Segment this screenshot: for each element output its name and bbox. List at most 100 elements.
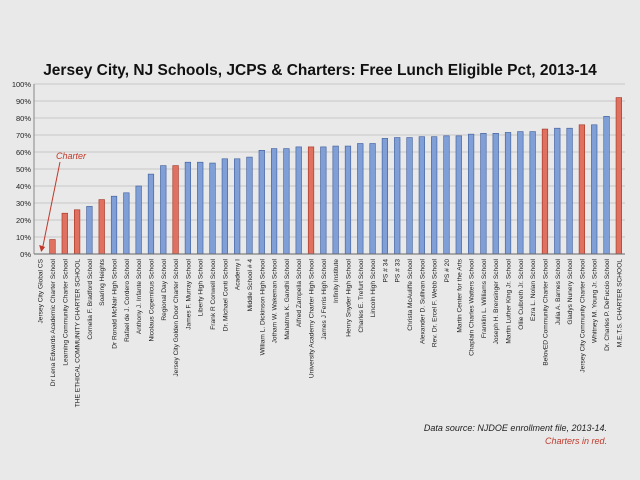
bar-public (332, 145, 339, 255)
x-tick-label: Henry Snyder High School (345, 258, 352, 336)
x-tick-label: William L. Dickinson High School (259, 258, 266, 355)
bar-public (517, 131, 524, 255)
x-tick-label: M.E.T.S. CHARTER SCHOOL (616, 259, 623, 348)
x-tick-label: Chaplain Charles Watters School (469, 258, 476, 355)
x-tick-label: Ezra L. Nolan School (530, 258, 537, 320)
bar-public (394, 137, 401, 255)
x-axis-category-labels: Jersey City Global CS Dr Lena Edwards Aca… (38, 258, 624, 407)
bar-public (184, 161, 192, 255)
bar-public (123, 192, 130, 255)
bar-charter (73, 209, 81, 255)
bar-public (246, 156, 253, 255)
x-tick-label: James F. Murray School (185, 258, 192, 329)
bar-public (344, 145, 352, 255)
bar-public (160, 165, 167, 255)
bar-public (295, 146, 302, 255)
bar-public (234, 158, 241, 255)
x-tick-label: Martin Luther King Jr. School (506, 258, 513, 343)
x-tick-label: Middle School # 4 (247, 259, 254, 312)
x-tick-label: Lincoln High School (370, 258, 377, 317)
x-tick-label: Anthony J. Infante School (136, 258, 143, 334)
x-tick-label: Dr. Charles P. DeFuccio School (604, 258, 611, 350)
x-tick-label: PS # 34 (382, 259, 389, 283)
axis-lines (33, 84, 625, 255)
x-tick-label: Alfred Zampella School (296, 258, 303, 327)
chart-title: Jersey City, NJ Schools, JCPS & Charters… (43, 62, 597, 79)
x-tick-label: PS # 33 (395, 259, 402, 283)
x-tick-label: Rafael de J. Cordero School (124, 258, 131, 341)
bar-public (209, 162, 216, 255)
bar-public (603, 116, 610, 255)
x-tick-label: Learning Community Charter School (62, 258, 69, 365)
bar-public (554, 127, 561, 255)
x-tick-label: PS # 20 (444, 259, 451, 283)
bar-public (431, 136, 438, 255)
y-tick-label: 50% (16, 165, 31, 174)
bar-public (492, 133, 499, 255)
bar-public (591, 124, 598, 255)
bar-public (504, 132, 512, 255)
x-tick-label: Gladys Nunery School (567, 258, 574, 324)
x-tick-label: Julia A. Barnes School (555, 258, 562, 325)
x-tick-label: Frank R Conwell School (210, 258, 217, 329)
x-tick-label: Dr. Michael Conti School (222, 258, 229, 331)
bar-public (418, 136, 425, 255)
bar-charter (578, 124, 586, 255)
x-tick-label: Jersey City Golden Door Charter School (173, 258, 180, 376)
bar-charter (172, 165, 179, 255)
y-tick-label: 80% (16, 114, 31, 123)
bar-public (110, 195, 118, 255)
annotation-label: Charter (56, 151, 87, 161)
x-tick-label: Martin Center for the Arts (456, 258, 463, 332)
x-tick-label: Franklin L. Williams School (481, 258, 488, 338)
bar-public (197, 161, 204, 255)
x-tick-label: Joseph H. Brensinger School (493, 258, 500, 344)
bar-public (566, 127, 573, 255)
bar-public (258, 150, 265, 255)
bar-charter (61, 212, 68, 255)
bar-charter (307, 146, 315, 255)
x-tick-label: Jersey City Global CS (38, 258, 45, 323)
y-tick-label: 60% (16, 148, 31, 157)
y-tick-label: 30% (16, 199, 31, 208)
bar-charter (615, 97, 622, 255)
bar-public (283, 148, 290, 255)
x-tick-label: Nicolaus Copernicus School (148, 258, 155, 341)
bar-public (147, 173, 155, 255)
y-tick-label: 100% (12, 80, 32, 89)
bar-public (381, 138, 389, 255)
y-tick-label: 70% (16, 131, 31, 140)
charter-annotation: Charter (39, 151, 87, 252)
bar-public (480, 133, 487, 255)
x-tick-label: Charles E. Trefurt School (358, 258, 365, 332)
bar-public (406, 137, 413, 255)
x-tick-label: THE ETHICAL COMMUNITY CHARTER SCHOOL (75, 259, 82, 408)
x-tick-label: Rev. Dr. Ercel F. Webb School (432, 258, 439, 347)
x-tick-label: Ollie Culbreth Jr. School (518, 258, 525, 329)
bar-public (443, 135, 450, 255)
bar-charter (98, 199, 105, 255)
x-tick-label: University Academy Charter High School (309, 258, 316, 378)
bar-public (221, 158, 228, 255)
x-tick-label: BelovED Community Charter School (542, 258, 549, 365)
y-tick-label: 90% (16, 97, 31, 106)
bar-public (320, 146, 327, 255)
bar-public (357, 143, 364, 255)
x-tick-label: Mahatma K. Gandhi School (284, 258, 291, 339)
bars (49, 97, 622, 255)
bar-public (135, 185, 142, 255)
annotation-arrow-line (41, 161, 61, 251)
x-tick-label: Dr Ronald McNair High School (112, 258, 119, 348)
x-tick-label: Whitney M. Young Jr. School (592, 258, 599, 342)
y-tick-label: 10% (16, 233, 31, 242)
x-tick-label: Christa McAuliffe School (407, 258, 414, 330)
x-tick-label: James J Ferris High School (321, 258, 328, 339)
bar-public (529, 131, 536, 255)
bar-charter (541, 128, 549, 255)
x-tick-label: Infinity Institute (333, 259, 340, 303)
bar-public (86, 206, 93, 255)
x-tick-label: Jotham W. Wakeman School (272, 258, 279, 343)
y-tick-label: 0% (20, 250, 31, 259)
y-tick-label: 40% (16, 182, 31, 191)
bar-charter (49, 239, 56, 255)
